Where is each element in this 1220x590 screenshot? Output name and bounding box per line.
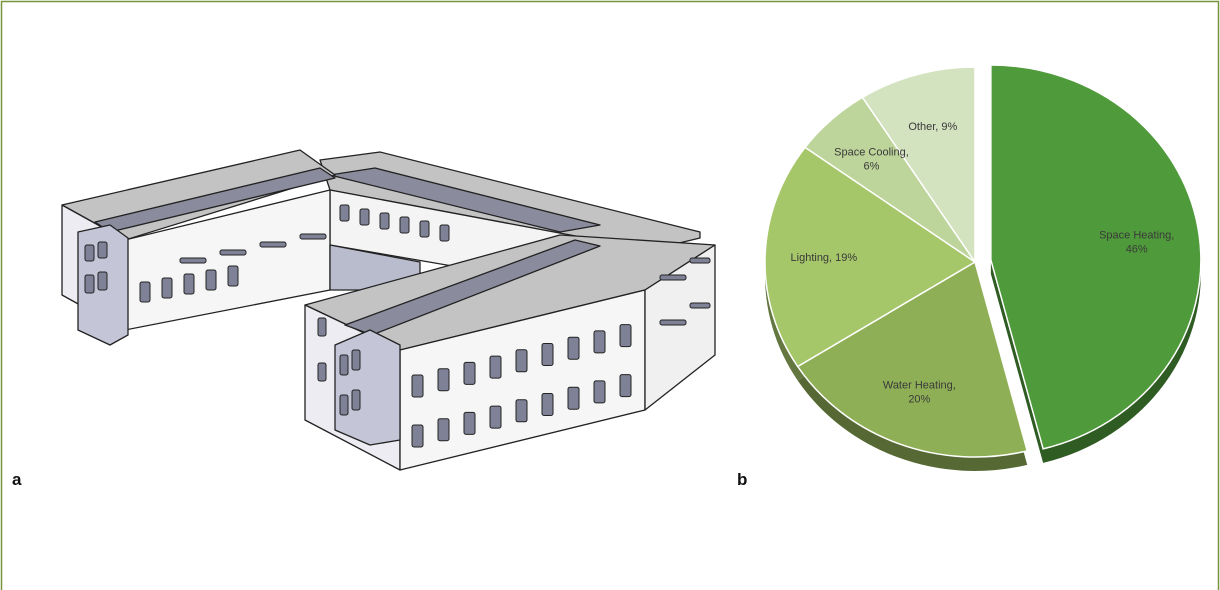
data-label: Other, 9% [908, 121, 958, 134]
window [439, 224, 450, 242]
window [219, 249, 247, 256]
panel-label: b [737, 470, 748, 489]
window [489, 355, 502, 379]
building [61, 149, 716, 471]
window [205, 269, 217, 291]
window [419, 220, 430, 238]
slice [764, 146, 977, 368]
window [567, 386, 580, 410]
window [411, 374, 424, 398]
window [659, 274, 687, 281]
window [619, 324, 632, 348]
window [489, 405, 502, 429]
slice [990, 64, 1202, 450]
window [179, 257, 207, 264]
window [161, 277, 173, 299]
stair-tower [334, 329, 401, 446]
window [541, 343, 554, 366]
slice [796, 260, 1029, 458]
data-label: Water Heating, 20% [882, 379, 956, 406]
window [299, 233, 327, 240]
window [689, 257, 711, 264]
window [339, 204, 350, 222]
window [619, 374, 632, 398]
window [351, 349, 361, 371]
data-label: Lighting, 19% [790, 251, 858, 264]
data-label: Space Cooling, 6% [834, 146, 909, 173]
window [437, 368, 450, 392]
window [463, 361, 476, 385]
window [593, 380, 606, 404]
window [379, 212, 390, 230]
window [97, 241, 108, 259]
window [97, 271, 108, 291]
window [183, 273, 195, 295]
window [339, 354, 349, 376]
window [339, 394, 349, 416]
window [515, 349, 528, 373]
window [317, 362, 327, 382]
window [437, 418, 450, 442]
window [541, 393, 554, 416]
window [351, 389, 361, 411]
window [659, 319, 687, 326]
window [399, 216, 410, 234]
slice [861, 66, 976, 265]
window [139, 281, 151, 303]
window [317, 317, 327, 337]
corridor-roof [344, 239, 601, 336]
window [689, 302, 711, 309]
window [411, 424, 424, 448]
window [567, 336, 580, 360]
window [84, 274, 95, 294]
data-label: Space Heating, 46% [1099, 229, 1175, 256]
window [259, 241, 287, 248]
window [593, 330, 606, 354]
window [227, 265, 239, 287]
panel-label: a [12, 470, 22, 489]
corridor-roof [329, 167, 601, 233]
window [463, 411, 476, 435]
window [359, 208, 370, 226]
window [84, 244, 95, 262]
window [515, 399, 528, 423]
